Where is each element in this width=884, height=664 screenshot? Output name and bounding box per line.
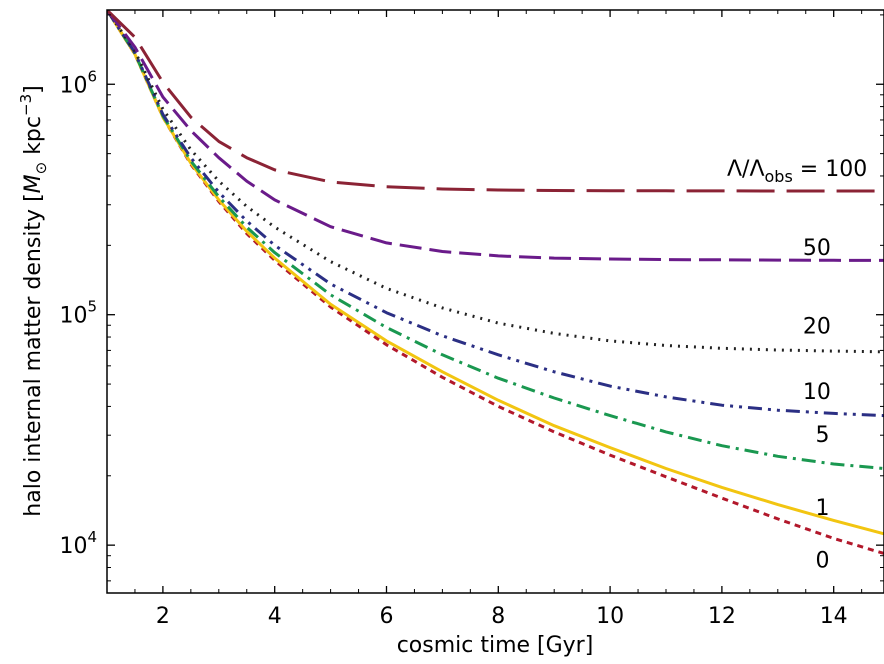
legend-title: Λ/Λobs = 100 xyxy=(727,157,867,186)
series-label-50: 50 xyxy=(803,236,831,261)
series-label-1: 1 xyxy=(816,496,830,521)
x-tick-label: 2 xyxy=(156,604,170,629)
x-tick-label: 12 xyxy=(708,604,736,629)
series-labels: 0 1 5 10 20 50 xyxy=(803,236,831,574)
x-tick-label: 6 xyxy=(379,604,393,629)
series-line-0 xyxy=(107,10,884,555)
x-tick-label: 14 xyxy=(820,604,848,629)
series-label-20: 20 xyxy=(803,314,831,339)
series-label-5: 5 xyxy=(816,423,830,448)
x-tick-label: 8 xyxy=(491,604,505,629)
y-tick-label: 106 xyxy=(59,67,97,98)
series-line-1 xyxy=(107,10,884,536)
x-axis-label: cosmic time [Gyr] xyxy=(397,633,594,658)
series-lines xyxy=(107,10,884,555)
y-axis-label: halo internal matter density [M⊙ kpc−3] xyxy=(17,85,50,516)
series-line-100 xyxy=(107,10,884,193)
series-label-10: 10 xyxy=(803,380,831,405)
series-line-50 xyxy=(107,10,884,262)
y-tick-label: 105 xyxy=(59,298,97,329)
series-line-10 xyxy=(107,10,884,418)
plot-frame xyxy=(106,9,884,594)
x-tick-label: 4 xyxy=(268,604,282,629)
x-tick-label: 10 xyxy=(596,604,624,629)
series-label-0: 0 xyxy=(816,548,830,573)
y-tick-label: 104 xyxy=(59,528,97,559)
